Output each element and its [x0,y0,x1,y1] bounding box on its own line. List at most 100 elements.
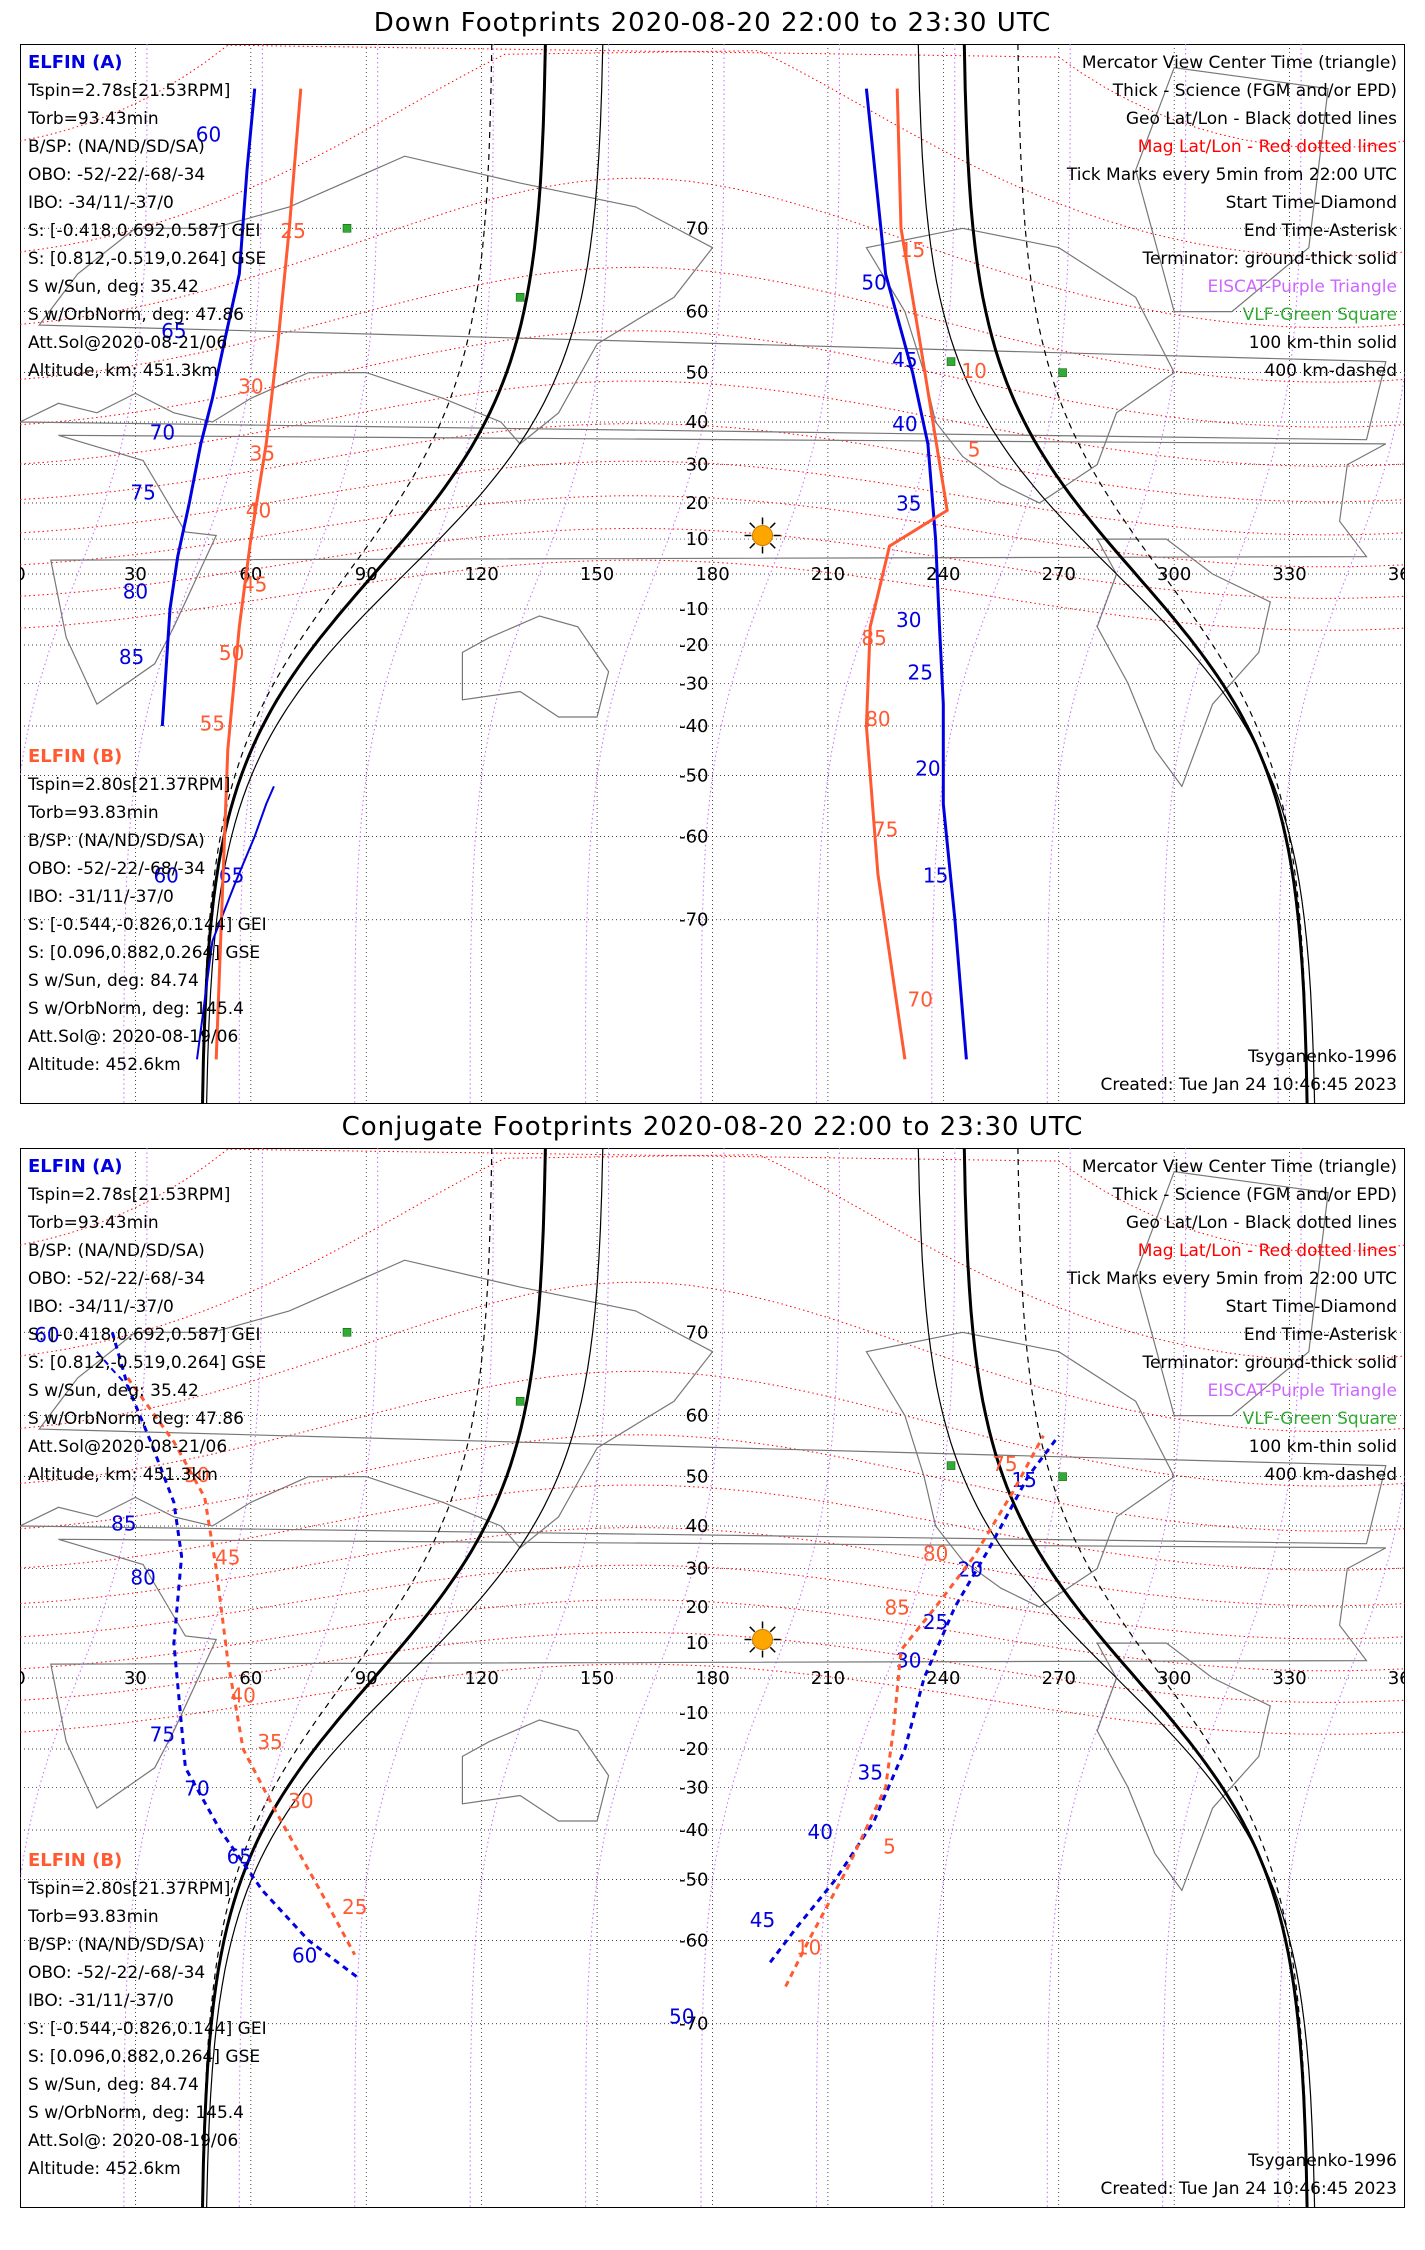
panel-1-title: Down Footprints 2020-08-20 22:00 to 23:3… [373,8,1052,38]
mag-lon-line [815,1148,956,2208]
elfin-b-label: ELFIN (B) [28,1850,122,1871]
elfin-b-mag-track-label: 25 [280,219,305,243]
terminator-400km [201,44,493,1104]
legend-entry: Mag Lat/Lon - Red dotted lines [1138,1241,1397,1261]
elfin-a-track [110,1331,360,1980]
mag-lat-line [20,1370,1405,1487]
terminator-100km [206,1148,604,2208]
elfin-a-track-label: 60 [292,1943,317,1967]
elfin-b-mag-track-label: 40 [246,499,271,523]
legend-entry: Start Time-Diamond [1226,1297,1397,1317]
lat-tick-label: 10 [686,1633,709,1654]
elfin-b-info: S w/Sun, deg: 84.74 [28,971,199,991]
elfin-a-right-track-label: 50 [861,271,886,295]
lon-tick-label: 150 [580,1668,614,1689]
mag-lon-line [238,1148,379,2208]
continent-outline [1135,1170,1329,1417]
elfin-a-info: S w/OrbNorm, deg: 47.86 [28,305,244,325]
legend-entry: Mag Lat/Lon - Red dotted lines [1138,137,1397,157]
sun-icon [752,525,774,547]
terminator-100km [206,44,604,1104]
elfin-a-track-label: 70 [184,1777,209,1801]
lon-tick-label: 60 [239,1668,262,1689]
lat-tick-label: -40 [679,1820,708,1841]
legend-entry: 100 km-thin solid [1249,333,1397,353]
elfin-b-info: Torb=93.83min [27,803,159,823]
panel-2-title: Conjugate Footprints 2020-08-20 22:00 to… [341,1112,1084,1142]
legend-entry: Start Time-Diamond [1226,193,1397,213]
elfin-a-info: IBO: -34/11/-37/0 [28,193,174,213]
legend-entry: 400 km-dashed [1265,1465,1397,1485]
elfin-b-info: B/SP: (NA/ND/SD/SA) [28,1935,205,1955]
lon-tick-label: 240 [926,1668,960,1689]
vlf-station-marker [342,1328,352,1337]
elfin-a-info: S: [-0.418,0.692,0.587] GEI [28,221,260,241]
elfin-b-info: IBO: -31/11/-37/0 [28,1991,174,2011]
mag-lat-line [20,1154,1405,1361]
continent-outline [461,615,610,718]
elfin-a-info: S w/Sun, deg: 35.42 [28,1381,199,1401]
elfin-b-track [196,785,275,1060]
elfin-a-info: Tspin=2.78s[21.53RPM] [27,1185,230,1205]
elfin-b-mag-track-label: 25 [342,1895,367,1919]
elfin-a-info: Altitude, km: 451.3km [28,1465,218,1485]
continent-outline [1096,538,1271,788]
continent-outline [1096,1642,1271,1892]
lon-tick-label: 270 [1042,1668,1076,1689]
legend-entry: End Time-Asterisk [1244,1325,1397,1345]
elfin-a-info: S w/Sun, deg: 35.42 [28,277,199,297]
elfin-a-track-label: 65 [161,319,186,343]
mag-lat-line [20,1148,1405,1253]
elfin-b-right-track-label: 5 [968,437,981,461]
elfin-b-info: Altitude: 452.6km [28,2159,181,2179]
legend-entry: Geo Lat/Lon - Black dotted lines [1126,1213,1397,1233]
mag-lon-line [469,1148,610,2208]
elfin-b-mag-track [126,1377,357,1956]
elfin-a-info: OBO: -52/-22/-68/-34 [28,165,205,185]
legend-entry: Geo Lat/Lon - Black dotted lines [1126,109,1397,129]
elfin-b-right-track-label: 10 [796,1936,821,1960]
terminator-400km [201,1148,493,2208]
legend-entry: EISCAT-Purple Triangle [1207,277,1397,297]
lat-tick-label: 50 [686,363,709,384]
lat-tick-label: -10 [679,599,708,620]
elfin-b-info: S w/OrbNorm, deg: 145.4 [28,2103,244,2123]
elfin-b-right-track-label: 85 [884,1595,909,1619]
terminator-ground [962,1148,1309,2208]
terminator-100km [917,1148,1316,2208]
elfin-b-right-track-label: 15 [900,238,925,262]
mag-lat-line [20,266,1405,383]
lon-tick-label: 330 [1272,564,1306,585]
elfin-a-right-track-label: 15 [923,864,948,888]
elfin-a-right-track [769,1434,1060,1964]
sun-ray [749,522,756,529]
elfin-b-info: IBO: -31/11/-37/0 [28,887,174,907]
mag-lon-line [123,44,263,1104]
elfin-a-right-track-label: 40 [807,1820,832,1844]
sun-ray [749,1646,756,1653]
elfin-a-right-track-label: 20 [915,756,940,780]
lon-tick-label: 300 [1157,1668,1191,1689]
mag-lat-line [20,50,1405,257]
elfin-a-right-track-label: 25 [923,1610,948,1634]
legend-entry: Tick Marks every 5min from 22:00 UTC [1066,1269,1397,1289]
elfin-b-right-track-label: 75 [992,1452,1017,1476]
mag-lon-line [469,44,610,1104]
vlf-station-marker [342,224,352,233]
elfin-b-mag-track-label: 50 [184,1463,209,1487]
mag-lon-line [20,1148,148,1885]
conjugate-footprints-map: 0 30 60 90 120 150 180 210 240 270 300 330 360 70 60 50… [20,1148,1405,2208]
lat-tick-label: 50 [686,1467,709,1488]
elfin-a-right-track-label: 40 [892,412,917,436]
elfin-a-track-label: 80 [130,1565,155,1589]
lat-tick-label: 70 [686,218,709,239]
elfin-b-info: Tspin=2.80s[21.37RPM] [27,775,230,795]
lat-tick-label: -30 [679,673,708,694]
vlf-station-marker [515,1397,525,1406]
lat-tick-label: 60 [686,302,709,323]
elfin-b-info: Tspin=2.80s[21.37RPM] [27,1879,230,1899]
elfin-a-right-track-label: 50 [669,2005,694,2029]
mag-lon-line [815,44,956,1104]
elfin-b-mag-track-label: 35 [257,1730,282,1754]
elfin-b-info: OBO: -52/-22/-68/-34 [28,859,205,879]
